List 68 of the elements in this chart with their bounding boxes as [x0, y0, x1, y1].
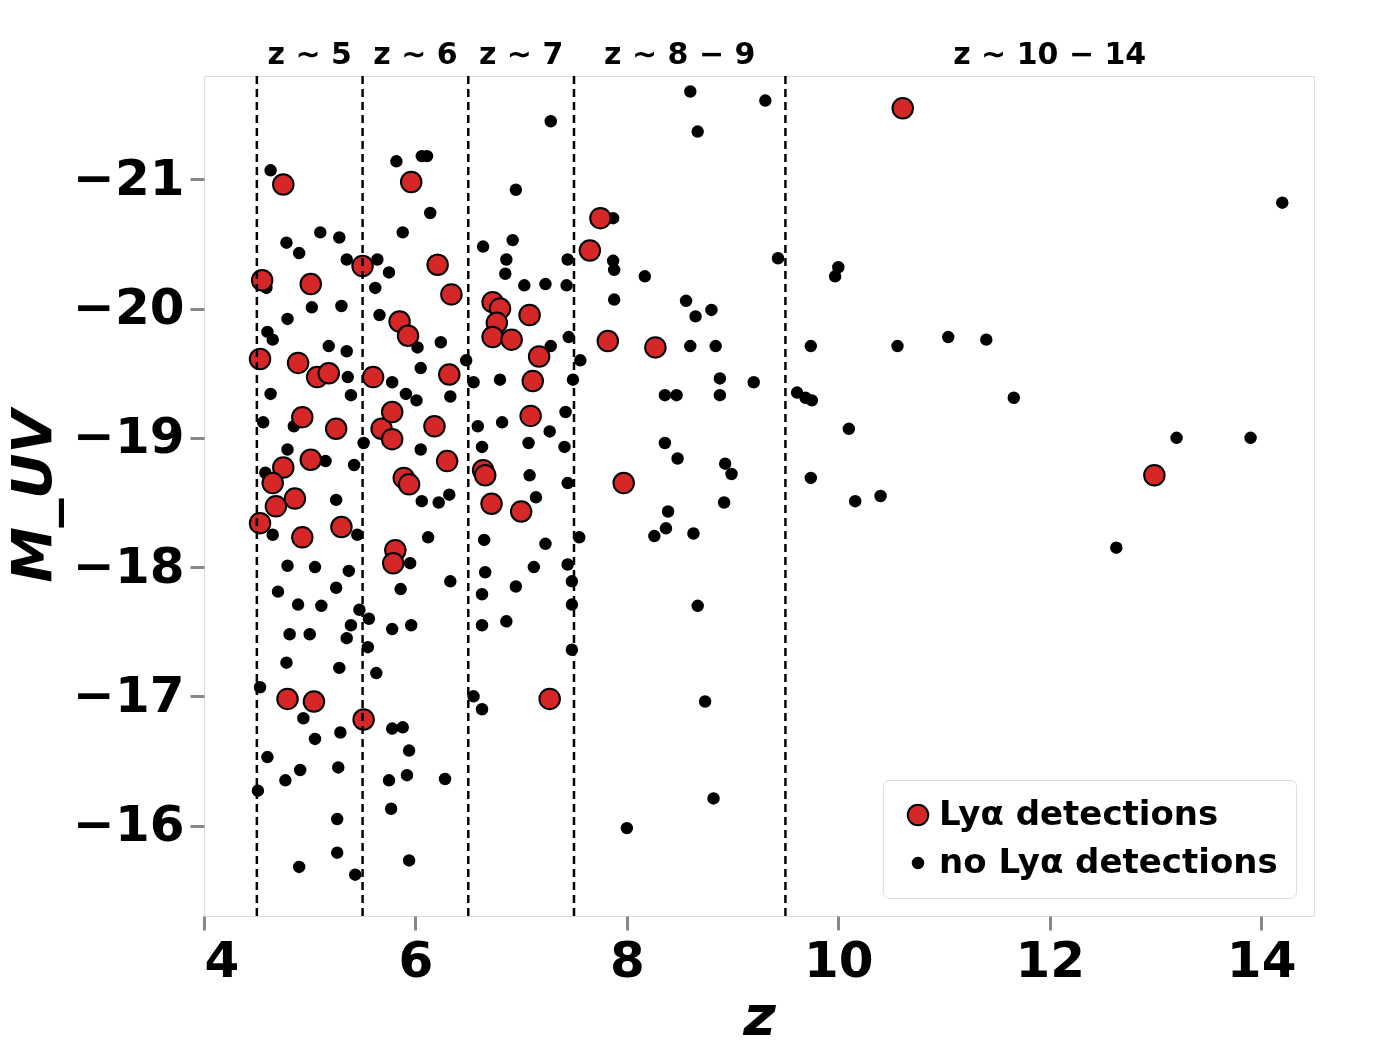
x-tick-label: 8 — [609, 930, 645, 989]
point — [500, 328, 523, 351]
point — [380, 400, 404, 424]
point — [381, 551, 405, 575]
x-tick-label: 14 — [1226, 930, 1297, 989]
point — [435, 449, 459, 473]
legend-label: no Lyα detections — [939, 841, 1278, 881]
point — [264, 495, 288, 518]
point — [276, 687, 299, 711]
point — [291, 405, 314, 429]
point — [473, 464, 497, 487]
point — [426, 253, 449, 276]
point — [250, 268, 274, 292]
y-tick-label: −17 — [73, 665, 185, 724]
point — [612, 471, 635, 495]
point — [283, 487, 307, 510]
text: z ∼ 7 — [478, 36, 564, 71]
x-tick-label: 10 — [803, 930, 874, 989]
x-axis-title: z — [742, 982, 777, 1046]
text: z ∼ 5 — [267, 36, 352, 71]
point — [589, 206, 612, 230]
x-tick-label: 12 — [1015, 930, 1086, 989]
point — [578, 239, 602, 262]
point — [521, 369, 545, 393]
point — [302, 690, 326, 713]
legend-label: Lyα detections — [939, 793, 1219, 833]
point — [272, 456, 295, 479]
y-tick-label: −18 — [73, 536, 185, 595]
text: z ∼ 8 − 9 — [604, 36, 756, 71]
point — [891, 97, 915, 120]
point — [481, 325, 504, 349]
point — [397, 473, 421, 496]
point — [519, 404, 542, 428]
point — [596, 329, 620, 353]
text: z ∼ 10 − 14 — [953, 36, 1147, 71]
point — [1143, 464, 1166, 487]
point — [330, 515, 353, 539]
point — [317, 362, 340, 385]
point — [261, 471, 284, 495]
point — [286, 351, 310, 375]
point — [324, 417, 348, 441]
point — [380, 427, 404, 451]
point — [291, 526, 314, 549]
y-tick-label: −19 — [73, 407, 185, 466]
text: z ∼ 6 — [373, 36, 458, 71]
y-axis-title: M_UV — [0, 405, 65, 583]
y-tick-label: −16 — [73, 795, 185, 854]
point — [399, 170, 423, 194]
point — [644, 336, 667, 359]
y-tick-label: −21 — [73, 148, 185, 207]
point — [518, 303, 541, 327]
x-tick-label: 6 — [398, 930, 434, 989]
x-tick-label: 4 — [204, 930, 240, 989]
point — [361, 365, 385, 389]
point — [440, 283, 463, 306]
point — [272, 173, 295, 196]
point — [438, 363, 461, 386]
point — [248, 511, 272, 535]
point — [299, 272, 323, 296]
point — [527, 345, 551, 368]
point — [480, 492, 503, 515]
point — [538, 687, 561, 711]
point — [299, 448, 323, 472]
point — [248, 347, 272, 371]
y-tick-label: −20 — [73, 278, 185, 337]
point — [509, 500, 533, 523]
point — [423, 414, 446, 438]
point — [396, 324, 420, 347]
